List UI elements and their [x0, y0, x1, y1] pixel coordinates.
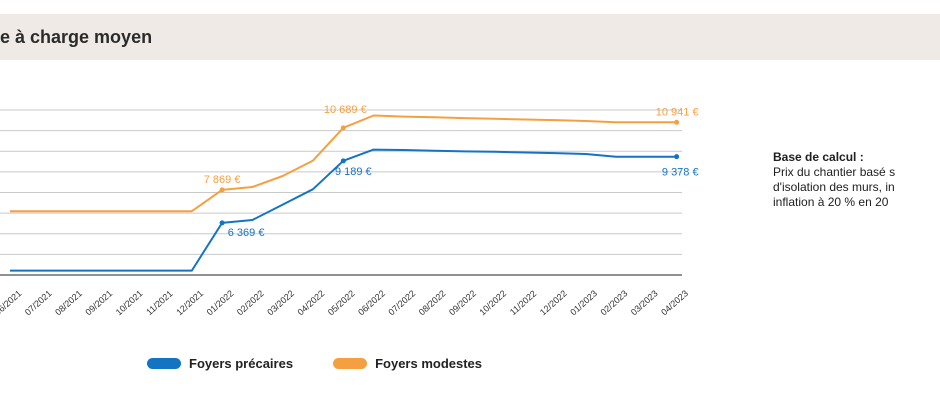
x-tick-label: 06/2022 [356, 288, 387, 317]
data-label: 10 689 € [324, 104, 367, 116]
x-tick-label: 11/2021 [144, 288, 174, 317]
x-tick-label: 02/2022 [235, 288, 266, 317]
x-tick-label: 11/2022 [508, 288, 538, 317]
data-point [340, 125, 346, 131]
data-point [219, 187, 225, 193]
x-tick-label: 08/2022 [417, 288, 448, 317]
legend-item-modestes[interactable]: Foyers modestes [333, 356, 482, 371]
chart-legend: Foyers précaires Foyers modestes [147, 356, 482, 371]
data-point [674, 154, 680, 160]
header-band [0, 14, 940, 60]
data-label: 7 869 € [204, 174, 241, 186]
x-tick-label: 09/2022 [447, 288, 478, 317]
x-tick-label: 12/2021 [174, 288, 205, 317]
x-tick-label: 09/2021 [83, 288, 114, 317]
data-label: 9 378 € [662, 167, 699, 179]
note-body: Prix du chantier basé s d'isolation des … [773, 165, 896, 209]
legend-swatch-precaires [147, 358, 181, 369]
x-tick-label: 01/2023 [568, 288, 599, 317]
x-tick-label: 02/2023 [599, 288, 630, 317]
x-tick-label: 07/2022 [386, 288, 417, 317]
x-tick-label: 12/2022 [538, 288, 569, 317]
chart-section-title: e à charge moyen [0, 27, 153, 47]
data-label: 10 941 € [656, 106, 699, 118]
x-tick-label: 07/2021 [23, 288, 54, 317]
legend-swatch-modestes [333, 358, 368, 369]
x-tick-label: 04/2022 [296, 288, 327, 317]
x-tick-label: 08/2021 [53, 288, 84, 317]
x-tick-label: 03/2022 [265, 288, 296, 317]
note-title: Base de calcul : [773, 150, 864, 164]
data-label: 6 369 € [228, 227, 265, 239]
legend-label-modestes: Foyers modestes [375, 356, 483, 371]
data-point [219, 220, 225, 226]
calculation-note: Base de calcul : Prix du chantier basé s… [773, 150, 940, 210]
x-tick-label: 03/2023 [629, 288, 660, 317]
data-point [340, 158, 346, 164]
legend-label-precaires: Foyers précaires [189, 356, 294, 371]
x-tick-label: 04/2023 [659, 288, 690, 317]
legend-item-precaires[interactable]: Foyers précaires [147, 356, 293, 371]
x-tick-label: 10/2022 [477, 288, 508, 317]
data-point [674, 119, 680, 125]
data-label: 9 189 € [335, 166, 372, 178]
x-tick-label: 01/2022 [205, 288, 236, 317]
x-tick-label: 06/2021 [0, 288, 23, 317]
x-tick-label: 05/2022 [326, 288, 357, 317]
x-tick-label: 10/2021 [114, 288, 145, 317]
